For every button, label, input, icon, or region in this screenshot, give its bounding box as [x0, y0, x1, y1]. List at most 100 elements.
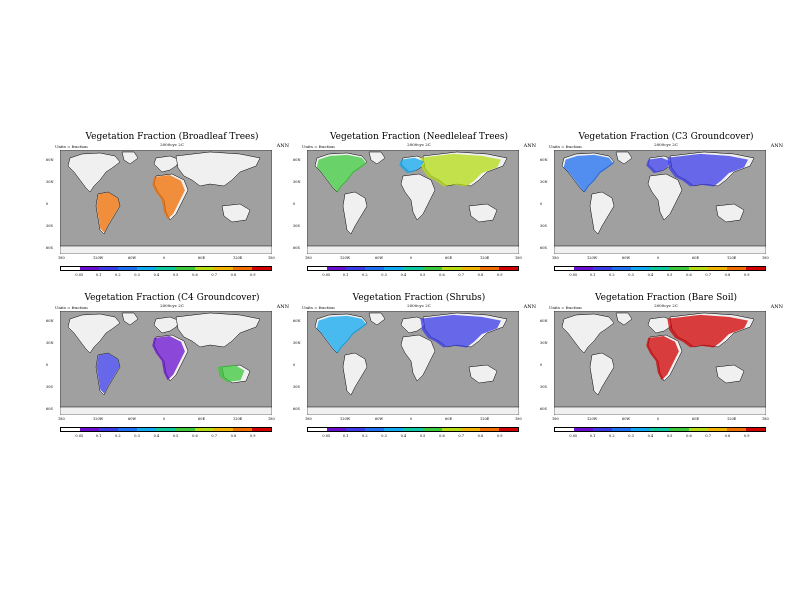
colorbar-swatch	[346, 267, 366, 270]
lat-tick-label: 30S	[540, 385, 547, 389]
colorbar-label: 0.6	[686, 434, 692, 438]
lon-tick-label: 180	[268, 256, 275, 260]
panel-title: Vegetation Fraction (Shrubs)	[352, 293, 486, 303]
map-panel-bare: Vegetation Fraction (Bare Soil) Units = f…	[540, 293, 786, 443]
lon-tick-label: 120W	[340, 417, 351, 421]
colorbar-label: 0.9	[496, 273, 503, 277]
land-sa	[589, 352, 615, 396]
colorbar-swatch	[327, 267, 347, 270]
colorbar-swatch	[555, 428, 575, 431]
land-eu	[153, 155, 181, 173]
lat-tick-label: 60S	[540, 407, 547, 411]
land-na	[67, 152, 121, 193]
lon-tick-label: 60E	[692, 417, 700, 421]
lon-tick-label: 180	[762, 256, 769, 260]
period-label: 2000cyc 2C	[654, 142, 678, 147]
colorbar-swatch	[631, 428, 651, 431]
lon-tick-label: 60E	[198, 256, 206, 260]
colorbar-label: 0.5	[172, 434, 179, 438]
colorbar-label: 0.9	[249, 273, 256, 277]
lon-tick-label: 60W	[375, 417, 384, 421]
lat-tick-label: 60S	[46, 407, 53, 411]
lat-tick-label: 60S	[293, 246, 300, 250]
colorbar-swatch	[441, 428, 461, 431]
lon-tick-label: 60W	[622, 256, 631, 260]
colorbar-label: 0.05	[322, 273, 331, 277]
land-eu	[153, 316, 181, 334]
map-panel-needleleaf: Vegetation Fraction (Needleleaf Trees) Un…	[293, 132, 539, 282]
colorbar-swatch	[498, 428, 519, 431]
land-an	[307, 406, 519, 415]
fraction-region-af	[152, 175, 185, 220]
lat-tick-label: 30S	[293, 385, 300, 389]
fraction-region-sa	[96, 192, 120, 233]
colorbar-label: 0.6	[686, 273, 692, 277]
colorbar-label: 0.1	[589, 273, 596, 277]
colorbar-label: 0.9	[743, 434, 750, 438]
land-au	[468, 203, 498, 223]
panel-title: Vegetation Fraction (Needleleaf Trees)	[329, 132, 509, 142]
season-label: ANN	[276, 143, 289, 149]
colorbar-swatch	[422, 267, 442, 270]
map-panel-shrubs: Vegetation Fraction (Shrubs) Units = frac…	[293, 293, 539, 443]
colorbar-label: 0.6	[192, 273, 198, 277]
season-label: ANN	[770, 304, 783, 310]
lat-tick-label: 30N	[46, 180, 54, 184]
colorbar-label: 0.7	[458, 273, 464, 277]
colorbar-label: 0.8	[477, 273, 484, 277]
colorbar-swatch	[422, 428, 442, 431]
world-map	[307, 311, 519, 415]
lat-tick-label: 60N	[540, 158, 548, 162]
land-sa	[342, 352, 368, 396]
world-map	[554, 150, 766, 254]
units-label: Units = fraction	[55, 144, 88, 149]
land-na	[561, 313, 615, 354]
land-an	[554, 406, 766, 415]
land-an	[307, 245, 519, 254]
lon-tick-label: 120W	[340, 256, 351, 260]
panel-title: Vegetation Fraction (C3 Groundcover)	[578, 132, 754, 142]
colorbar-swatch	[156, 428, 176, 431]
colorbar-swatch	[479, 267, 499, 270]
land-gr	[121, 151, 139, 165]
land-af	[400, 173, 436, 221]
world-map	[60, 311, 272, 415]
land-au	[715, 203, 745, 223]
lon-tick-label: 60W	[128, 417, 137, 421]
colorbar-label: 0.1	[342, 273, 349, 277]
colorbar-label: 0.9	[249, 434, 256, 438]
fraction-region-na	[563, 154, 614, 193]
colorbar-swatch	[327, 428, 347, 431]
land-au	[221, 203, 251, 223]
fraction-region-au	[217, 364, 245, 383]
fraction-region-eu	[646, 157, 672, 174]
colorbar-swatch	[479, 428, 499, 431]
colorbar-swatch	[745, 428, 766, 431]
colorbar-label: 0.3	[381, 273, 387, 277]
colorbar-swatch	[707, 428, 727, 431]
land-gr	[368, 312, 386, 326]
colorbar-label: 0.05	[569, 434, 578, 438]
map-panel-c3: Vegetation Fraction (C3 Groundcover) Unit…	[540, 132, 786, 282]
fraction-region-na	[316, 315, 367, 354]
colorbar-label: 0.9	[743, 273, 750, 277]
colorbar-label: 0.05	[75, 273, 84, 277]
colorbar-label: 0.2	[362, 434, 368, 438]
lon-tick-label: 120E	[727, 417, 737, 421]
lon-tick-label: 180	[268, 417, 275, 421]
lat-tick-label: 60N	[46, 319, 54, 323]
land-au	[715, 364, 745, 384]
lon-tick-label: 180	[305, 417, 312, 421]
panel-title: Vegetation Fraction (Bare Soil)	[595, 293, 737, 303]
lon-tick-label: 180	[305, 256, 312, 260]
colorbar-label: 0.8	[724, 273, 731, 277]
units-label: Units = fraction	[302, 305, 335, 310]
fraction-region-na	[316, 154, 367, 193]
lat-tick-label: 60N	[540, 319, 548, 323]
colorbar-swatch	[308, 428, 328, 431]
colorbar-swatch	[194, 267, 214, 270]
colorbar-swatch	[175, 267, 195, 270]
lon-tick-label: 0	[657, 417, 660, 421]
colorbar-swatch	[688, 428, 708, 431]
colorbar-label: 0.8	[724, 434, 731, 438]
